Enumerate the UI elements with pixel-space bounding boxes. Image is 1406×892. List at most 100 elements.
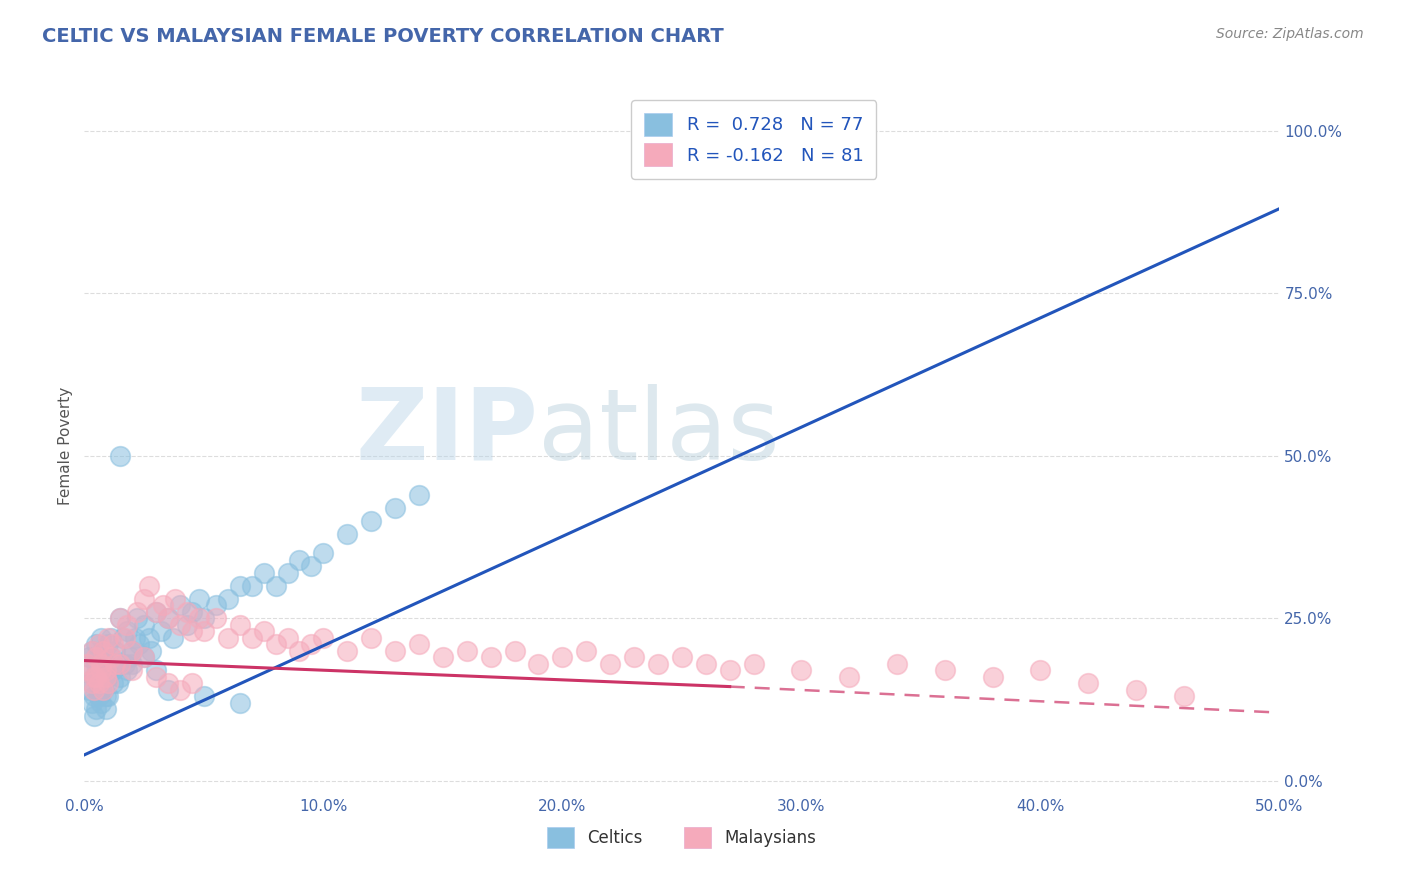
- Point: [77, 663, 100, 677]
- Point: [229, 696, 252, 710]
- Point: [301, 559, 323, 574]
- Point: [100, 650, 122, 665]
- Point: [80, 644, 103, 658]
- Point: [128, 637, 150, 651]
- Point: [121, 644, 143, 658]
- Point: [80, 676, 103, 690]
- Point: [80, 676, 103, 690]
- Point: [336, 644, 359, 658]
- Point: [188, 591, 211, 606]
- Point: [408, 637, 430, 651]
- Point: [1125, 682, 1147, 697]
- Point: [551, 650, 574, 665]
- Point: [169, 599, 191, 613]
- Point: [76, 657, 98, 671]
- Point: [118, 650, 141, 665]
- Point: [1173, 690, 1195, 704]
- Point: [87, 690, 110, 704]
- Point: [193, 624, 215, 639]
- Point: [110, 611, 132, 625]
- Point: [169, 617, 191, 632]
- Point: [93, 644, 115, 658]
- Point: [217, 631, 239, 645]
- Point: [432, 650, 454, 665]
- Point: [93, 682, 115, 697]
- Point: [94, 690, 117, 704]
- Point: [157, 611, 180, 625]
- Point: [93, 682, 115, 697]
- Point: [94, 702, 117, 716]
- Point: [104, 644, 127, 658]
- Point: [149, 624, 172, 639]
- Point: [114, 657, 136, 671]
- Point: [169, 682, 191, 697]
- Point: [132, 650, 156, 665]
- Point: [408, 488, 430, 502]
- Point: [217, 591, 239, 606]
- Point: [100, 631, 122, 645]
- Point: [110, 611, 132, 625]
- Point: [360, 514, 382, 528]
- Point: [93, 644, 115, 658]
- Point: [77, 650, 100, 665]
- Point: [301, 637, 323, 651]
- Point: [157, 611, 180, 625]
- Point: [205, 611, 228, 625]
- Point: [188, 611, 211, 625]
- Point: [125, 605, 148, 619]
- Point: [312, 546, 335, 560]
- Point: [575, 644, 598, 658]
- Point: [117, 624, 139, 639]
- Point: [97, 670, 120, 684]
- Point: [176, 617, 198, 632]
- Point: [83, 709, 105, 723]
- Point: [479, 650, 502, 665]
- Point: [229, 617, 252, 632]
- Point: [165, 591, 187, 606]
- Point: [110, 449, 132, 463]
- Point: [527, 657, 550, 671]
- Y-axis label: Female Poverty: Female Poverty: [58, 387, 73, 505]
- Point: [157, 682, 180, 697]
- Point: [277, 631, 299, 645]
- Point: [97, 631, 120, 645]
- Point: [101, 663, 124, 677]
- Point: [623, 650, 645, 665]
- Legend: Celtics, Malaysians: Celtics, Malaysians: [541, 821, 823, 855]
- Point: [117, 663, 139, 677]
- Point: [695, 657, 717, 671]
- Point: [671, 650, 693, 665]
- Point: [87, 682, 110, 697]
- Point: [87, 650, 110, 665]
- Point: [86, 670, 108, 684]
- Point: [181, 605, 204, 619]
- Point: [176, 605, 198, 619]
- Point: [145, 663, 167, 677]
- Text: CELTIC VS MALAYSIAN FEMALE POVERTY CORRELATION CHART: CELTIC VS MALAYSIAN FEMALE POVERTY CORRE…: [42, 27, 724, 45]
- Point: [97, 690, 120, 704]
- Point: [1077, 676, 1099, 690]
- Point: [838, 670, 860, 684]
- Point: [205, 599, 228, 613]
- Point: [264, 637, 287, 651]
- Point: [193, 611, 215, 625]
- Point: [83, 682, 105, 697]
- Point: [790, 663, 813, 677]
- Point: [90, 631, 112, 645]
- Point: [456, 644, 478, 658]
- Point: [264, 579, 287, 593]
- Point: [80, 696, 103, 710]
- Point: [145, 605, 167, 619]
- Point: [288, 644, 311, 658]
- Point: [981, 670, 1004, 684]
- Text: Source: ZipAtlas.com: Source: ZipAtlas.com: [1216, 27, 1364, 41]
- Point: [83, 670, 105, 684]
- Point: [125, 611, 148, 625]
- Point: [718, 663, 741, 677]
- Point: [110, 657, 132, 671]
- Text: atlas: atlas: [538, 384, 780, 481]
- Point: [193, 690, 215, 704]
- Point: [229, 579, 252, 593]
- Point: [152, 599, 174, 613]
- Point: [97, 676, 120, 690]
